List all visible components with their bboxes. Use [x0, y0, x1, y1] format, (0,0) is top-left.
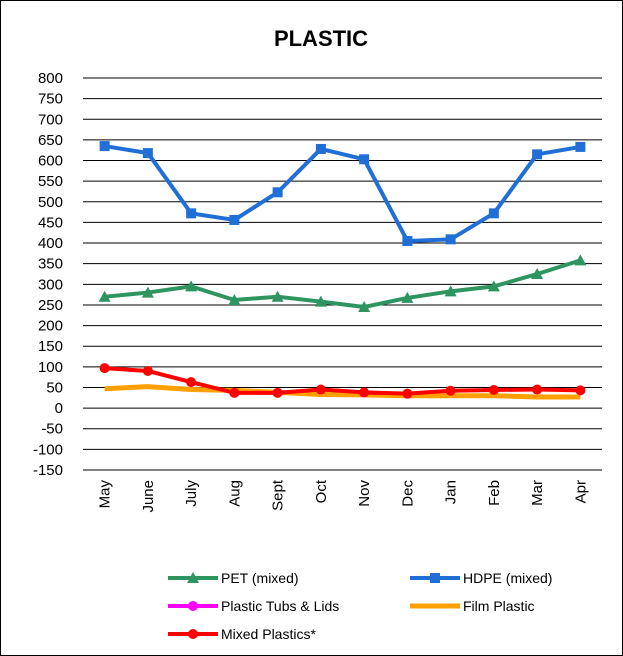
legend-label: Mixed Plastics* [221, 626, 316, 642]
data-point [229, 214, 240, 225]
y-tick-label: 50 [46, 379, 63, 396]
y-tick-label: 700 [38, 111, 63, 128]
data-point [188, 601, 198, 611]
data-point [575, 385, 586, 396]
x-tick-label: Mar [529, 480, 546, 506]
data-point [228, 293, 241, 305]
legend-item: PET (mixed) [168, 570, 299, 586]
data-point [141, 286, 154, 298]
y-tick-label: 200 [38, 318, 63, 335]
data-point [229, 387, 240, 398]
y-tick-label: 650 [38, 132, 63, 149]
data-point [272, 187, 283, 198]
y-tick-label: 0 [55, 400, 63, 417]
data-point [402, 235, 413, 246]
x-tick-label: Feb [486, 480, 503, 506]
x-tick-label: Aug [226, 480, 243, 507]
y-tick-label: 800 [38, 70, 63, 87]
data-point [271, 290, 284, 302]
data-point [488, 208, 499, 219]
x-tick-label: Apr [572, 480, 589, 503]
data-point [142, 365, 153, 376]
x-tick-label: Dec [399, 480, 416, 507]
x-tick-label: Nov [356, 480, 373, 507]
legend-item: Film Plastic [410, 598, 535, 614]
data-point [531, 268, 544, 279]
y-tick-label: 400 [38, 235, 63, 252]
data-point [358, 301, 371, 313]
data-point [315, 384, 326, 395]
y-tick-label: 750 [38, 91, 63, 108]
data-point [532, 384, 543, 395]
legend-label: PET (mixed) [221, 570, 299, 586]
data-point [445, 234, 456, 245]
data-point [186, 377, 197, 388]
data-point [575, 141, 586, 152]
y-tick-label: -150 [33, 462, 63, 479]
x-axis-ticks: May June July Aug Sept Oct Nov Dec Jan Feb Mar Apr [97, 479, 590, 512]
y-tick-label: 250 [38, 297, 63, 314]
x-tick-label: Jan [443, 480, 460, 504]
x-tick-label: Sept [270, 479, 287, 511]
y-tick-label: -50 [41, 421, 63, 438]
data-point [444, 285, 457, 297]
y-tick-label: 300 [38, 276, 63, 293]
data-point [315, 143, 326, 154]
data-point [532, 149, 543, 160]
x-tick-label: May [97, 480, 114, 509]
data-point [187, 572, 199, 583]
legend-item: Mixed Plastics* [168, 626, 316, 642]
y-tick-label: 550 [38, 173, 63, 190]
series-line [104, 384, 581, 400]
data-point [401, 291, 414, 303]
legend-item: Plastic Tubs & Lids [168, 598, 339, 614]
data-point [430, 573, 440, 583]
y-tick-label: 600 [38, 153, 63, 170]
series-line [104, 366, 581, 396]
data-point [445, 385, 456, 396]
data-point [272, 387, 283, 398]
series-lines [98, 141, 587, 400]
data-point [188, 629, 198, 639]
legend-label: Film Plastic [463, 598, 535, 614]
series-pet-mixed- [98, 254, 587, 313]
x-tick-label: June [140, 480, 157, 513]
data-point [574, 254, 587, 266]
data-point [99, 363, 110, 374]
y-tick-label: 350 [38, 256, 63, 273]
data-point [402, 388, 413, 399]
data-point [487, 280, 500, 292]
series-film-plastic [104, 384, 581, 400]
legend-label: HDPE (mixed) [463, 570, 552, 586]
data-point [359, 387, 370, 398]
data-point [98, 290, 111, 302]
y-axis-ticks: 8007507006506005505004504003503002502001… [33, 70, 63, 479]
x-tick-label: Oct [313, 479, 330, 503]
data-point [99, 141, 110, 152]
y-tick-label: -100 [33, 441, 63, 458]
data-point [359, 154, 370, 165]
series-mixed-plastics- [99, 363, 586, 399]
series-line [104, 258, 581, 310]
y-tick-label: 100 [38, 359, 63, 376]
y-tick-label: 500 [38, 194, 63, 211]
data-point [185, 280, 198, 292]
chart-title: PLASTIC [274, 26, 368, 51]
data-point [314, 295, 327, 307]
y-tick-label: 150 [38, 338, 63, 355]
y-tick-label: 450 [38, 214, 63, 231]
legend: PET (mixed) HDPE (mixed) Plastic Tubs & Li… [168, 570, 552, 642]
gridlines [83, 77, 602, 471]
x-tick-label: July [183, 480, 200, 507]
data-point [142, 148, 153, 159]
series-hdpe-mixed- [99, 141, 586, 246]
data-point [488, 384, 499, 395]
legend-label: Plastic Tubs & Lids [221, 598, 339, 614]
series-line [104, 144, 581, 243]
data-point [186, 208, 197, 219]
legend-item: HDPE (mixed) [410, 570, 552, 586]
